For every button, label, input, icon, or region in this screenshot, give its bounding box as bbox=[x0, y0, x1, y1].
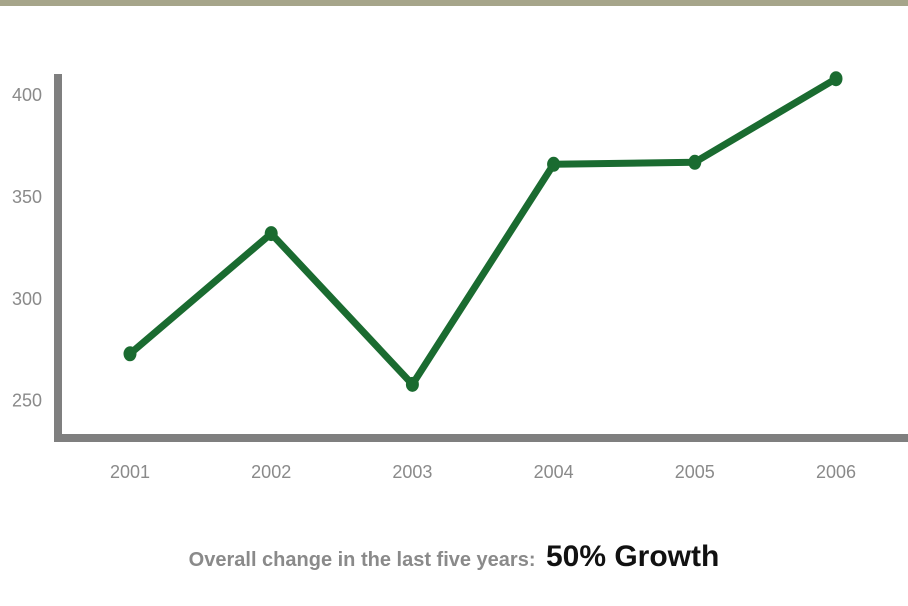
x-tick-label: 2004 bbox=[534, 462, 574, 482]
summary-footer: Overall change in the last five years: 5… bbox=[0, 540, 908, 574]
data-point bbox=[547, 156, 561, 172]
y-tick-label: 250 bbox=[12, 391, 42, 411]
y-tick-label: 350 bbox=[12, 187, 42, 207]
data-point bbox=[123, 346, 137, 362]
y-axis-line bbox=[54, 74, 62, 442]
y-tick-label: 400 bbox=[12, 85, 42, 105]
summary-value: 50% Growth bbox=[545, 540, 720, 573]
data-point bbox=[264, 226, 278, 242]
x-tick-label: 2002 bbox=[251, 462, 291, 482]
x-axis-line bbox=[54, 434, 908, 442]
top-accent-bar bbox=[0, 0, 908, 6]
data-point bbox=[829, 71, 843, 87]
series-line bbox=[126, 75, 840, 388]
y-tick-label: 300 bbox=[12, 289, 42, 309]
summary-label: Overall change in the last five years: bbox=[188, 549, 536, 571]
data-point bbox=[405, 376, 419, 392]
x-tick-label: 2005 bbox=[675, 462, 715, 482]
x-tick-label: 2006 bbox=[816, 462, 856, 482]
x-tick-label: 2001 bbox=[110, 462, 150, 482]
line-chart: 250 300 350 400 2001 2002 2003 2004 2005 2006 bbox=[12, 71, 908, 482]
x-tick-label: 2003 bbox=[392, 462, 432, 482]
data-point bbox=[688, 154, 702, 170]
